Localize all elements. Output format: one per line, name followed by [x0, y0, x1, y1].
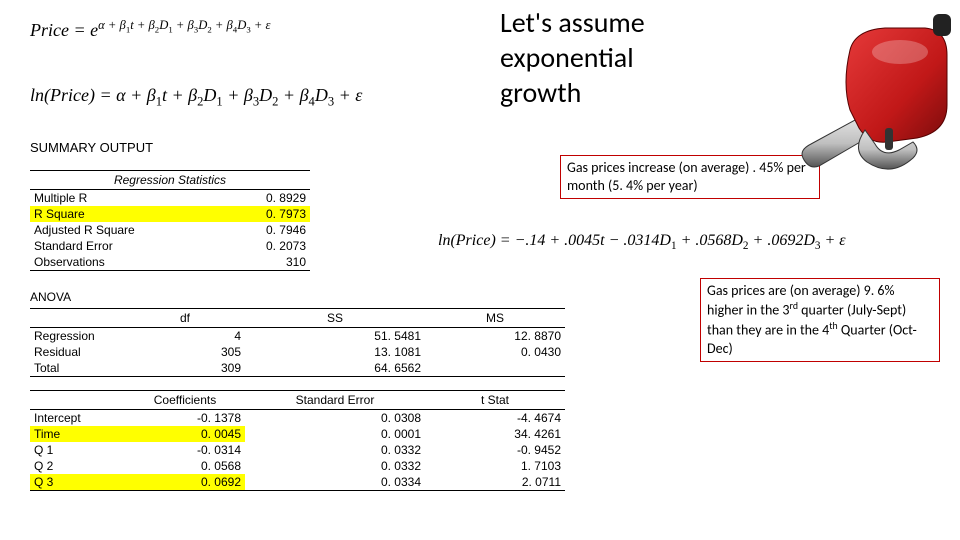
anova-cell: 4	[125, 328, 245, 345]
anova-cell: Regression	[30, 328, 125, 345]
annotation-q3-vs-q4: Gas prices are (on average) 9. 6% higher…	[700, 278, 940, 362]
annotation-growth-rate: Gas prices increase (on average) . 45% p…	[560, 155, 820, 199]
equation-log: ln(Price) = α + β1t + β2D1 + β3D2 + β4D3…	[30, 85, 362, 110]
coef-cell: Q 2	[30, 458, 125, 474]
anova-table: dfSSMS Regression451. 548112. 8870Residu…	[30, 308, 565, 377]
equation-fitted: ln(Price) = −.14 + .0045t − .0314D1 + .0…	[438, 232, 846, 252]
stat-label: Adjusted R Square	[30, 222, 224, 238]
stat-label: R Square	[30, 206, 224, 222]
coef-cell: Time	[30, 426, 125, 442]
summary-output-label: SUMMARY OUTPUT	[30, 140, 153, 155]
stat-value: 310	[224, 254, 310, 271]
reg-stats-row: Observations310	[30, 254, 310, 271]
coef-row: Q 20. 05680. 03321. 7103	[30, 458, 565, 474]
anova-label: ANOVA	[30, 290, 71, 304]
stat-label: Multiple R	[30, 190, 224, 207]
coef-cell: 0. 0332	[245, 442, 425, 458]
reg-stats-row: Standard Error0. 2073	[30, 238, 310, 254]
coef-cell: 0. 0334	[245, 474, 425, 491]
coef-cell: 0. 0332	[245, 458, 425, 474]
reg-stats-row: Adjusted R Square0. 7946	[30, 222, 310, 238]
anova-cell: 51. 5481	[245, 328, 425, 345]
coef-header	[30, 391, 125, 410]
coef-cell: 0. 0692	[125, 474, 245, 491]
anova-cell: 12. 8870	[425, 328, 565, 345]
coef-cell: Intercept	[30, 410, 125, 427]
stat-value: 0. 8929	[224, 190, 310, 207]
regression-statistics-table: Regression Statistics Multiple R0. 8929R…	[30, 170, 310, 271]
stat-value: 0. 2073	[224, 238, 310, 254]
reg-stats-header: Regression Statistics	[30, 171, 310, 190]
coefficients-table: CoefficientsStandard Errort Stat Interce…	[30, 390, 565, 491]
anova-header: df	[125, 309, 245, 328]
anova-row: Residual30513. 10810. 0430	[30, 344, 565, 360]
anova-cell: 305	[125, 344, 245, 360]
coef-cell: -4. 4674	[425, 410, 565, 427]
coef-header: t Stat	[425, 391, 565, 410]
reg-stats-row: R Square0. 7973	[30, 206, 310, 222]
slide-title: Let's assume exponential growth	[500, 5, 720, 110]
anova-cell: 309	[125, 360, 245, 377]
stat-value: 0. 7946	[224, 222, 310, 238]
anova-cell	[425, 360, 565, 377]
anova-cell: 0. 0430	[425, 344, 565, 360]
anova-header: SS	[245, 309, 425, 328]
stat-label: Standard Error	[30, 238, 224, 254]
anova-cell: Residual	[30, 344, 125, 360]
coef-row: Q 1-0. 03140. 0332-0. 9452	[30, 442, 565, 458]
coef-cell: -0. 9452	[425, 442, 565, 458]
coef-cell: Q 1	[30, 442, 125, 458]
coef-cell: Q 3	[30, 474, 125, 491]
reg-stats-row: Multiple R0. 8929	[30, 190, 310, 207]
coef-row: Time0. 00450. 000134. 4261	[30, 426, 565, 442]
stat-label: Observations	[30, 254, 224, 271]
anova-header: MS	[425, 309, 565, 328]
coef-cell: -0. 0314	[125, 442, 245, 458]
coef-header: Coefficients	[125, 391, 245, 410]
coef-cell: 0. 0308	[245, 410, 425, 427]
coef-cell: 2. 0711	[425, 474, 565, 491]
anova-row: Total30964. 6562	[30, 360, 565, 377]
anova-cell: 13. 1081	[245, 344, 425, 360]
stat-value: 0. 7973	[224, 206, 310, 222]
anova-row: Regression451. 548112. 8870	[30, 328, 565, 345]
anova-header	[30, 309, 125, 328]
coef-cell: -0. 1378	[125, 410, 245, 427]
coef-row: Q 30. 06920. 03342. 0711	[30, 474, 565, 491]
coef-cell: 0. 0045	[125, 426, 245, 442]
coef-row: Intercept-0. 13780. 0308-4. 4674	[30, 410, 565, 427]
coef-cell: 1. 7103	[425, 458, 565, 474]
anova-cell: 64. 6562	[245, 360, 425, 377]
equation-exponential: Price = eα + β1t + β2D1 + β3D2 + β4D3 + …	[30, 18, 270, 41]
coef-cell: 34. 4261	[425, 426, 565, 442]
coef-cell: 0. 0001	[245, 426, 425, 442]
gas-pump-icon	[795, 10, 955, 190]
anova-cell: Total	[30, 360, 125, 377]
coef-cell: 0. 0568	[125, 458, 245, 474]
coef-header: Standard Error	[245, 391, 425, 410]
